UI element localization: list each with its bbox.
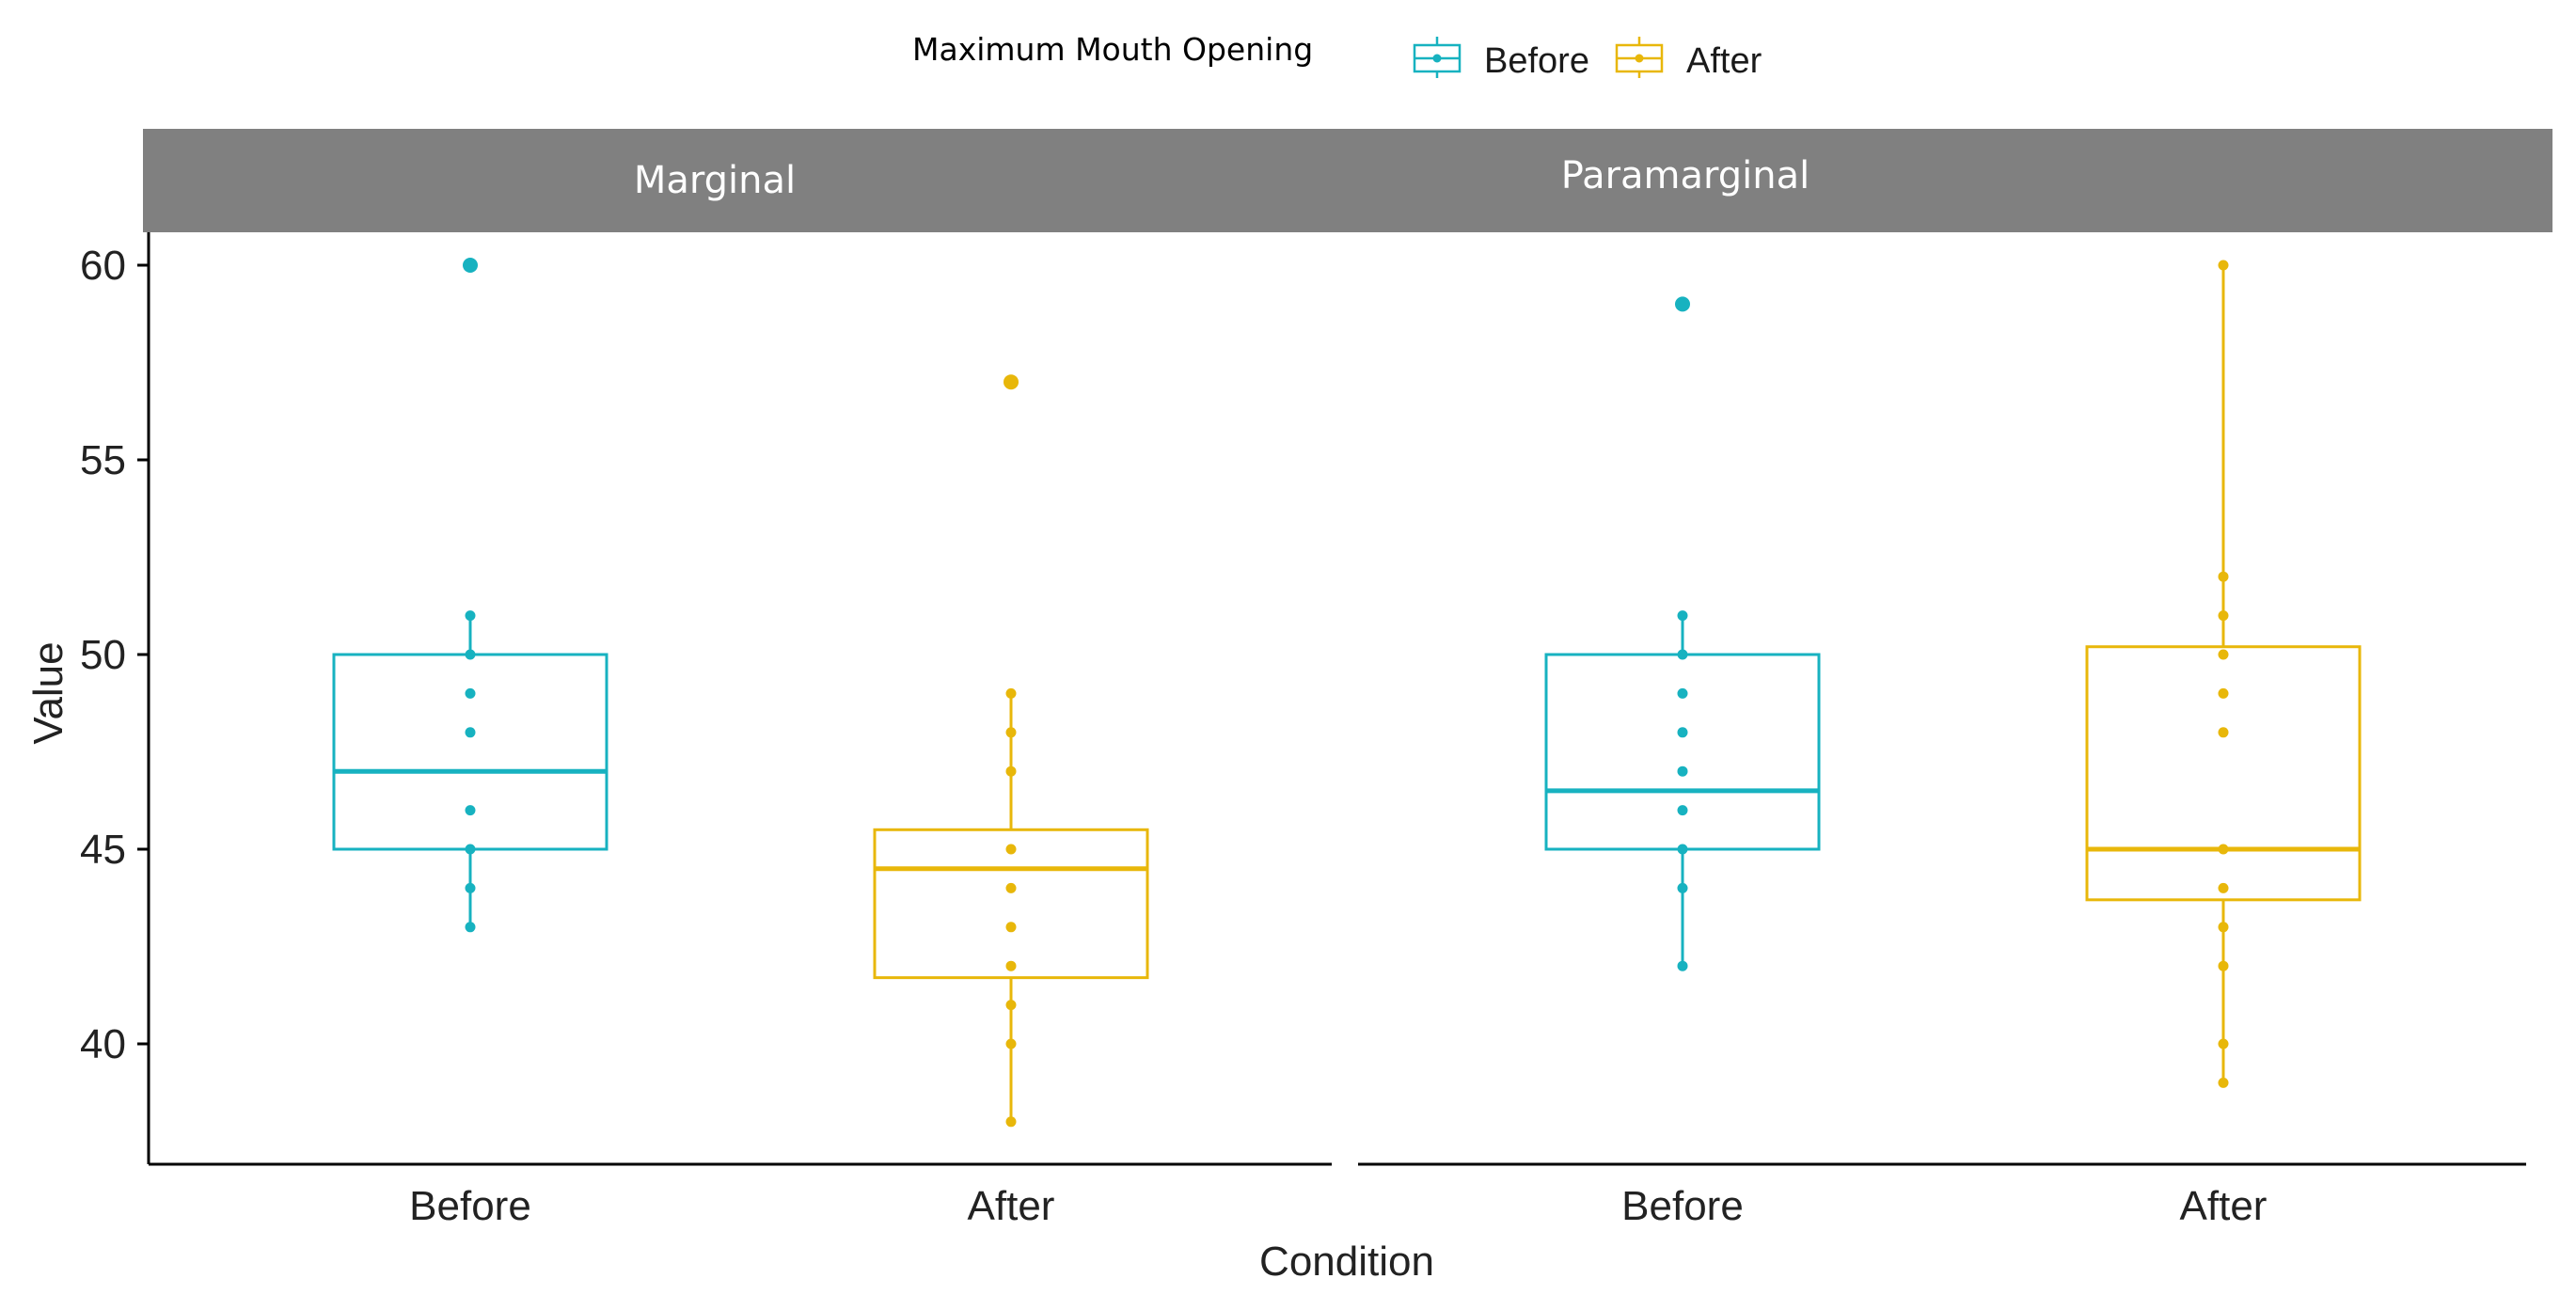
box-paramarginal-after [2085,260,2362,1088]
box-paramarginal-after-point-6 [2218,727,2229,738]
box-paramarginal-before-point-8 [1677,610,1688,622]
y-tick-label-50: 50 [80,632,126,678]
box-marginal-after-point-4 [1005,922,1017,933]
x-tick-label-before-marginal: Before [409,1183,531,1229]
box-paramarginal-before-point-2 [1677,844,1688,855]
box-paramarginal-before [1544,296,1821,971]
legend: Maximum Mouth Opening Before After [912,31,1762,81]
box-paramarginal-after-point-9 [2218,610,2229,622]
box-paramarginal-before-point-3 [1677,805,1688,816]
legend-key-after-dot [1635,54,1644,63]
box-paramarginal-before-point-7 [1677,649,1688,660]
plot-marks [332,258,2362,1128]
box-marginal-before-iqr-rect [332,653,608,851]
x-tick-label-before-paramarginal: Before [1621,1183,1744,1229]
box-marginal-before-point-4 [465,727,476,738]
y-tick-label-40: 40 [80,1021,126,1067]
box-marginal-after-point-3 [1005,960,1017,971]
box-paramarginal-after-point-7 [2218,687,2229,699]
legend-key-after [1615,37,1664,78]
box-marginal-before-point-5 [465,687,476,699]
y-tick-label-60: 60 [80,243,126,289]
box-marginal-before-point-0 [465,922,476,933]
box-paramarginal-before-point-1 [1677,882,1688,893]
box-paramarginal-before-point-4 [1677,765,1688,777]
box-marginal-after-point-9 [1005,687,1017,699]
box-marginal-after-point-8 [1005,727,1017,738]
box-marginal-after [873,374,1149,1128]
box-marginal-after-point-1 [1005,1038,1017,1050]
box-paramarginal-before-outlier-0 [1675,296,1690,312]
box-paramarginal-after-iqr-rect [2085,645,2362,902]
y-tick-label-45: 45 [80,827,126,873]
box-marginal-before-point-1 [465,882,476,893]
y-ticks: 40 45 50 55 60 [80,243,149,1067]
box-paramarginal-after-point-11 [2218,260,2229,271]
legend-label-after: After [1686,41,1762,81]
box-paramarginal-after-point-0 [2218,1077,2229,1088]
facet-strip [143,129,2552,232]
box-paramarginal-after-point-4 [2218,882,2229,893]
box-marginal-before-point-6 [465,649,476,660]
box-paramarginal-before-iqr-rect [1544,653,1821,851]
x-tick-label-after-marginal: After [968,1183,1055,1229]
y-tick-label-55: 55 [80,437,126,483]
box-paramarginal-before-point-0 [1677,960,1688,971]
box-paramarginal-after-point-10 [2218,571,2229,582]
x-tick-label-after-paramarginal: After [2180,1183,2268,1229]
box-marginal-before-point-7 [465,610,476,622]
legend-key-before [1413,37,1462,78]
box-paramarginal-before-point-5 [1677,727,1688,738]
box-marginal-before-outlier-0 [463,258,478,273]
box-marginal-after-iqr-rect [873,828,1149,980]
box-marginal-after-outlier-0 [1004,374,1019,390]
box-paramarginal-after-point-1 [2218,1038,2229,1050]
legend-title: Maximum Mouth Opening [912,31,1313,68]
box-paramarginal-after-point-5 [2218,844,2229,855]
box-paramarginal-before-point-6 [1677,687,1688,699]
box-marginal-before [332,258,608,933]
box-marginal-after-point-5 [1005,882,1017,893]
legend-key-before-dot [1432,54,1442,63]
y-axis-title: Value [25,641,71,744]
box-paramarginal-after-point-8 [2218,649,2229,660]
facet-label-paramarginal: Paramarginal [1561,154,1810,197]
box-paramarginal-after-point-3 [2218,922,2229,933]
box-paramarginal-after-point-2 [2218,960,2229,971]
box-marginal-after-point-6 [1005,844,1017,855]
x-axis-title: Condition [1259,1239,1434,1285]
box-marginal-before-point-2 [465,844,476,855]
facet-label-marginal: Marginal [634,159,796,202]
box-marginal-after-point-7 [1005,765,1017,777]
box-marginal-after-point-0 [1005,1116,1017,1128]
box-marginal-after-point-2 [1005,1000,1017,1011]
box-marginal-before-point-3 [465,805,476,816]
legend-label-before: Before [1484,41,1589,81]
